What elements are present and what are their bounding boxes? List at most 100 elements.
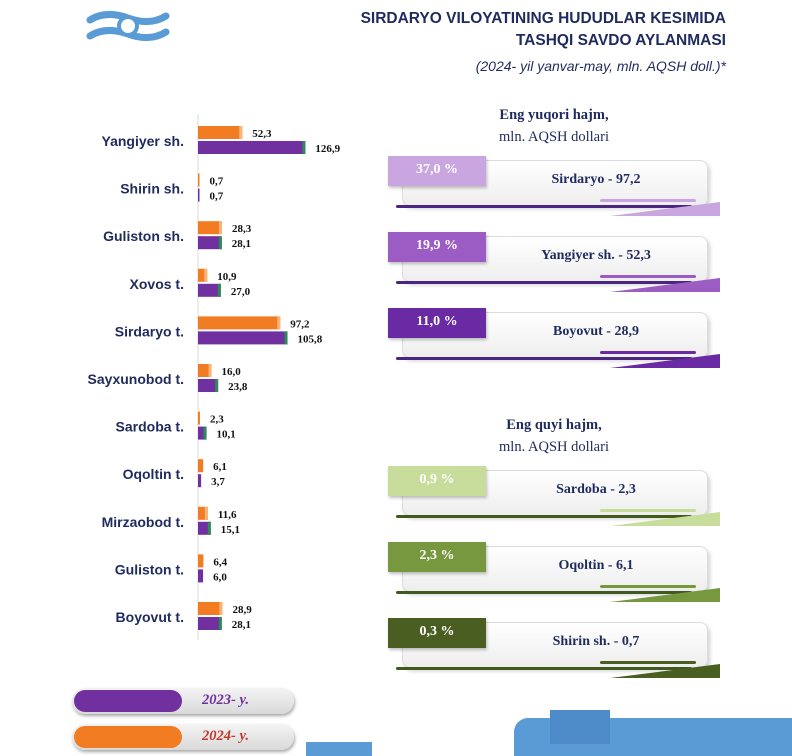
- category-label: Guliston t.: [115, 561, 184, 577]
- card-accent-line: [600, 351, 696, 354]
- bar-2024: [198, 602, 223, 615]
- card-label: Oqoltin - 6,1: [558, 558, 634, 573]
- bar-2024-edge: [277, 316, 281, 330]
- bar-2024-edge: [204, 268, 208, 282]
- bar-2023-edge: [217, 283, 221, 297]
- data-label-2024: 2,3: [210, 414, 224, 426]
- bar-2023: [198, 283, 221, 297]
- top-card: 19,9 % Yangiyer sh. - 52,3: [388, 232, 728, 292]
- category-label: Xovos t.: [130, 276, 184, 292]
- bar-2024: [198, 364, 212, 377]
- legend-swatch-2023: [74, 690, 182, 712]
- bottom-card: 0,9 % Sardoba - 2,3: [388, 466, 728, 526]
- card-wedge: [610, 354, 720, 368]
- data-label-2024: 6,1: [213, 461, 227, 473]
- data-label-2024: 28,3: [232, 223, 252, 235]
- bar-2024: [198, 459, 204, 473]
- card-accent-line: [600, 199, 696, 202]
- chart-subtitle: (2024- yil yanvar-may, mln. AQSH doll.)*: [475, 58, 726, 74]
- legend-swatch-2024: [74, 726, 182, 748]
- data-label-2023: 126,9: [315, 143, 340, 155]
- legend-label-2023: 2023- y.: [202, 692, 249, 708]
- category-label: Sardoba t.: [116, 419, 184, 435]
- logo-icon: [86, 11, 170, 41]
- bar-chart: Yangiyer sh. 52,3 126,9 Shirin sh. 0,7 0,7 Gul…: [88, 114, 341, 640]
- data-label-2024: 52,3: [252, 128, 272, 140]
- top-card: 37,0 % Sirdaryo - 97,2: [388, 156, 728, 216]
- bar-2024: [198, 221, 222, 235]
- top-card: 11,0 % Boyovut - 28,9: [388, 308, 728, 368]
- decor-block-left: [306, 742, 372, 756]
- card-label: Sirdaryo - 97,2: [551, 172, 641, 187]
- card-percent-tab: 37,0 %: [388, 156, 486, 186]
- decor-block-right-tab: [550, 710, 610, 744]
- card-label: Shirin sh. - 0,7: [552, 634, 640, 649]
- bar-2024: [198, 316, 281, 330]
- data-label-2023: 3,7: [211, 476, 225, 488]
- bar-2023: [198, 379, 219, 392]
- card-wedge: [610, 588, 720, 602]
- bar-2023-edge: [215, 379, 219, 392]
- card-underline: [396, 515, 692, 518]
- bar-2023: [198, 474, 202, 488]
- bar-2024: [198, 126, 243, 139]
- bar-2023: [198, 236, 222, 250]
- card-accent-line: [600, 275, 696, 278]
- data-label-2023: 27,0: [231, 286, 251, 298]
- bar-2023-edge: [218, 236, 222, 250]
- data-label-2023: 28,1: [232, 619, 251, 631]
- legend-label-2024: 2024- y.: [202, 728, 249, 744]
- bar-2023: [198, 569, 204, 583]
- bottom-panel-heading: Eng quyi hajm, mln. AQSH dollari: [394, 414, 714, 458]
- bar-2023: [198, 617, 222, 630]
- bar-2024: [198, 411, 200, 425]
- card-underline: [396, 281, 692, 284]
- bar-2023-edge: [302, 141, 306, 154]
- bottom-card: 0,3 % Shirin sh. - 0,7: [388, 618, 728, 678]
- data-label-2024: 0,7: [210, 176, 224, 188]
- category-label: Yangiyer sh.: [102, 133, 184, 149]
- card-wedge: [610, 512, 720, 526]
- bar-2023-edge: [207, 521, 211, 535]
- bar-2024: [198, 268, 208, 282]
- bar-2024-edge: [218, 221, 222, 235]
- bottom-card: 2,3 % Oqoltin - 6,1: [388, 542, 728, 602]
- data-label-2023: 0,7: [210, 191, 224, 203]
- category-label: Guliston sh.: [103, 228, 184, 244]
- bar-2023: [198, 426, 207, 440]
- bottom-panel-heading-unit: mln. AQSH dollari: [499, 439, 609, 455]
- data-label-2024: 28,9: [232, 604, 252, 616]
- bar-2023-edge: [218, 617, 222, 630]
- legend-item-2024: 2024- y.: [72, 724, 294, 750]
- card-label: Sardoba - 2,3: [556, 482, 636, 497]
- card-accent-line: [600, 661, 696, 664]
- data-label-2024: 6,4: [213, 556, 227, 568]
- card-wedge: [610, 278, 720, 292]
- bar-2023-edge: [284, 331, 288, 345]
- data-label-2023: 23,8: [228, 381, 248, 393]
- card-accent-line: [600, 509, 696, 512]
- bar-2023: [198, 141, 306, 154]
- card-percent-tab: 0,3 %: [388, 618, 486, 648]
- card-box: [402, 236, 708, 282]
- card-underline: [396, 591, 692, 594]
- card-percent-tab: 2,3 %: [388, 542, 486, 572]
- bar-2023: [198, 331, 288, 345]
- bar-2023-edge: [203, 426, 207, 440]
- data-label-2023: 15,1: [221, 524, 240, 536]
- card-underline: [396, 667, 692, 670]
- data-label-2024: 10,9: [217, 271, 237, 283]
- card-label: Yangiyer sh. - 52,3: [541, 248, 651, 263]
- card-accent-line: [600, 585, 696, 588]
- data-label-2024: 16,0: [222, 366, 242, 378]
- top-panel-heading-unit: mln. AQSH dollari: [499, 129, 609, 145]
- bar-2024: [198, 554, 204, 568]
- card-percent-tab: 0,9 %: [388, 466, 486, 496]
- card-percent-tab: 11,0 %: [388, 308, 486, 338]
- bar-2024-edge: [219, 602, 223, 615]
- category-label: Sayxunobod t.: [88, 371, 184, 387]
- data-label-2023: 10,1: [217, 429, 236, 441]
- bottom-panel-heading-title: Eng quyi hajm,: [506, 417, 602, 433]
- bar-2023: [198, 188, 200, 202]
- chart-title: SIRDARYO VILOYATINING HUDUDLAR KESIMIDA: [360, 10, 726, 27]
